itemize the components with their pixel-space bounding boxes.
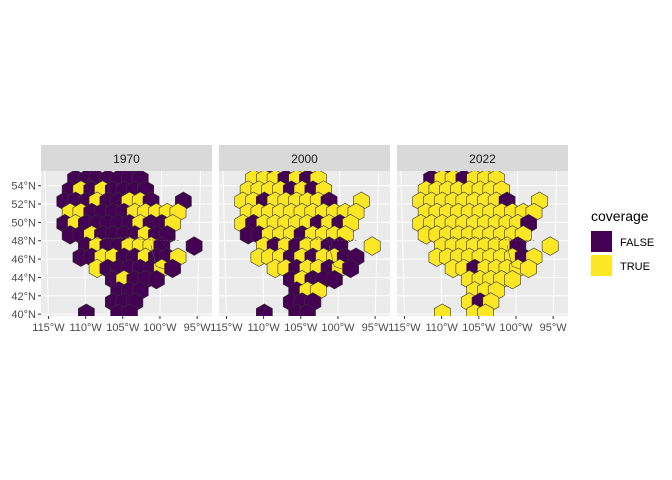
x-tick-label: 115°W [32,322,65,334]
x-tick-label: 105°W [462,322,496,334]
hex-coverage-false [255,303,273,316]
hex-coverage-false [326,270,343,290]
border-line [267,237,357,242]
x-tick-label: 100°W [499,322,533,334]
hex-coverage-true [541,236,559,256]
hex-coverage-true [520,258,537,279]
hex-coverage-true [363,236,381,256]
legend-key-false [591,231,612,252]
border-line [150,245,165,270]
y-tick-label: 44°N [11,272,36,284]
border-line [89,237,179,242]
x-tick-label: 110°W [247,322,280,334]
facet-strip-label: 2000 [291,152,318,166]
x-tick-label: 95°W [540,322,568,334]
panel-2000: 2000 115°W 110°W 105°W 100°W 95°W [210,145,390,334]
facet-strip [41,145,212,171]
x-tick-label: 115°W [210,322,243,334]
hex-coverage-false [78,303,95,316]
y-tick-label: 46°N [11,254,36,266]
x-tick-label: 95°W [362,322,390,334]
hex-coverage-true [477,303,494,316]
hex-coverage-false [299,303,316,316]
graticule-lon [44,171,49,316]
facet-strip-label: 2022 [469,152,496,166]
border-line [328,245,343,270]
y-axis: 40°N 42°N 44°N 46°N 48°N 50°N 52°N 54°N [11,181,41,321]
facet-strip [219,145,390,171]
y-tick-label: 48°N [11,236,36,248]
hex-coverage-false [121,303,138,316]
y-tick-label: 52°N [11,199,36,211]
hex-coverage-false [148,270,165,290]
facet-strip-label: 1970 [113,152,140,166]
legend-label-false: FALSE [620,237,654,249]
border-line [445,237,535,242]
y-tick-label: 40°N [11,309,36,321]
x-tick-label: 110°W [425,322,458,334]
hex-coverage-true [504,270,521,290]
x-tick-label: 95°W [184,322,212,334]
x-tick-label: 115°W [388,322,421,334]
y-tick-label: 42°N [11,291,36,303]
graticule-lon [400,171,405,316]
legend-title: coverage [591,208,649,224]
x-tick-label: 100°W [321,322,355,334]
facet-strip [397,145,568,171]
y-tick-label: 50°N [11,217,36,229]
hex-coverage-false [185,236,203,256]
legend: coverage FALSE TRUE [591,208,654,276]
hex-coverage-false [342,258,359,279]
y-tick-label: 54°N [11,181,36,193]
hex-coverage-false [164,258,181,279]
x-tick-label: 105°W [106,322,140,334]
border-line [506,245,521,270]
graticule-lon [222,171,227,316]
legend-label-true: TRUE [620,261,650,273]
x-tick-label: 110°W [69,322,102,334]
x-tick-label: 105°W [284,322,318,334]
panel-1970: 1970 115°W 110°W 105°W 100°W 95°W [32,145,212,334]
hex-coverage-true [433,303,451,316]
x-tick-label: 100°W [143,322,177,334]
panel-2022: 2022 115°W 110°W 105°W 100°W 95°W [388,145,568,334]
legend-key-true [591,255,612,276]
